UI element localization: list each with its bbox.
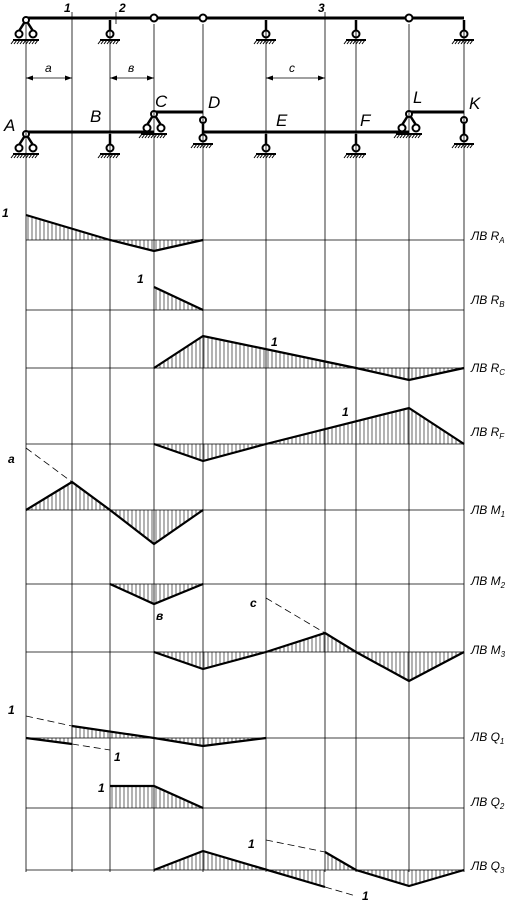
mark-rb-1: 1: [137, 272, 144, 286]
q1-dash-a: [25, 715, 73, 727]
section-2-label: 2: [118, 1, 126, 15]
influence-line-q2: [26, 784, 464, 810]
q1-dash-b: [71, 743, 111, 751]
m1-dash: [25, 447, 73, 483]
mark-ra-1: 1: [2, 206, 9, 220]
influence-line-rb: [26, 286, 464, 311]
label-m3: ЛВ M3: [470, 643, 506, 659]
scheme-support-E: [253, 134, 276, 159]
scheme-support-F: [343, 134, 366, 159]
influence-line-m1: [25, 480, 464, 546]
influence-line-m2: [26, 582, 464, 606]
support-F-label: F: [360, 111, 372, 130]
support-C-label: C: [155, 92, 168, 111]
scheme-support-K: [451, 124, 474, 149]
support-A-label: A: [3, 116, 15, 135]
top-supports: [10, 16, 474, 45]
label-ra: ЛВ RA: [470, 229, 505, 245]
label-q1: ЛВ Q1: [470, 730, 504, 746]
influence-line-rc: [26, 334, 465, 382]
top-support-A: [10, 16, 39, 45]
influence-line-q3: [26, 849, 465, 889]
label-m1: ЛВ M1: [470, 503, 505, 519]
dim-b-label: в: [128, 61, 134, 75]
top-beam: [26, 12, 464, 24]
label-q2: ЛВ Q2: [470, 795, 505, 811]
support-B-label: B: [90, 107, 101, 126]
top-support-E: [253, 20, 276, 45]
section-3-label: 3: [318, 1, 325, 15]
q3-dash-c: [324, 886, 357, 897]
support-D-label: D: [208, 93, 220, 112]
top-support-B: [97, 20, 120, 45]
influence-lines: [25, 213, 465, 897]
scheme-support-C: [138, 110, 167, 139]
mark-rc-1: 1: [271, 335, 278, 349]
label-q3: ЛВ Q3: [470, 859, 505, 875]
mark-q3-1a: 1: [248, 837, 255, 851]
mark-rf-1: 1: [342, 405, 349, 419]
scheme-supports: [10, 110, 474, 159]
mark-q1-1b: 1: [114, 750, 121, 764]
influence-line-ra: [25, 213, 464, 253]
dim-c-label: с: [289, 61, 295, 75]
projection-lines: [25, 24, 465, 872]
support-K-label: K: [469, 94, 481, 113]
mark-q3-1b: 1: [362, 889, 369, 903]
label-m2: ЛВ M2: [470, 574, 506, 590]
q3-dash-b: [265, 839, 326, 853]
mark-m1-a: а: [8, 452, 15, 466]
top-support-F: [343, 20, 366, 45]
label-rc: ЛВ RC: [470, 361, 505, 377]
section-1-label: 1: [64, 1, 71, 15]
mark-q2-1: 1: [98, 781, 105, 795]
scheme-support-A: [10, 130, 39, 159]
scheme-support-D: [190, 124, 213, 149]
top-support-K: [451, 20, 474, 45]
mark-m3-c: с: [250, 596, 257, 610]
influence-line-q1: [25, 724, 464, 748]
m3-dash: [265, 597, 326, 634]
influence-line-m3: [26, 631, 465, 683]
scheme-support-L: [393, 110, 422, 139]
label-rf: ЛВ RF: [470, 425, 505, 441]
label-rb: ЛВ RB: [470, 293, 505, 309]
mark-m2-b: в: [156, 609, 163, 623]
dimension-lines: [26, 75, 325, 81]
influence-line-rf: [26, 406, 465, 463]
scheme-support-B: [97, 134, 120, 159]
scheme-beam: [26, 110, 468, 134]
support-L-label: L: [413, 88, 422, 107]
mark-q1-1a: 1: [8, 703, 15, 717]
support-E-label: E: [276, 111, 288, 130]
dim-a-label: а: [45, 61, 52, 75]
